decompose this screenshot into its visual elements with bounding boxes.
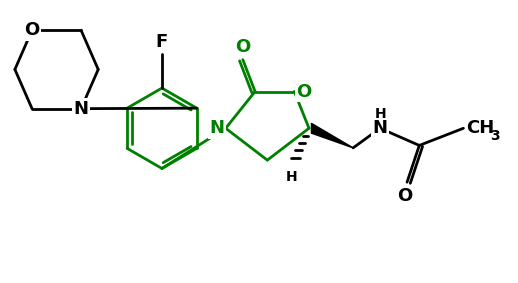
Text: N: N [372, 119, 387, 137]
Text: H: H [375, 107, 386, 121]
Text: O: O [296, 83, 312, 100]
Text: O: O [24, 21, 40, 39]
Text: 3: 3 [491, 128, 500, 143]
Text: N: N [74, 100, 89, 118]
Text: F: F [156, 33, 168, 50]
Text: CH: CH [466, 119, 494, 137]
Text: H: H [286, 170, 298, 184]
Text: N: N [209, 119, 224, 137]
Text: O: O [235, 38, 250, 56]
Polygon shape [311, 123, 353, 148]
Text: O: O [397, 187, 412, 205]
